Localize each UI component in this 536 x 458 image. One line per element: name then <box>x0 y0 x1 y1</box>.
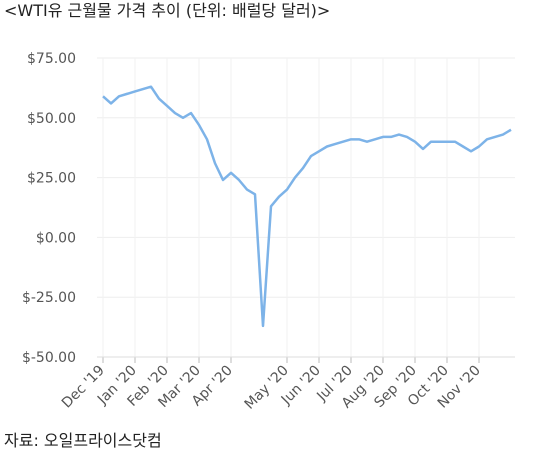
y-tick-label: $-50.00 <box>22 350 76 366</box>
chart-title: <WTI유 근월물 가격 추이 (단위: 배럴당 달러)> <box>4 1 330 20</box>
y-tick-label: $-25.00 <box>22 290 76 306</box>
line <box>102 85 512 328</box>
source: 자료: 오일프라이스닷컴 <box>4 431 162 450</box>
y-tick-label: $50.00 <box>27 111 76 127</box>
y-tick-label: $75.00 <box>27 51 76 67</box>
y-tick-label: $25.00 <box>27 171 76 187</box>
x-tick-label: May '20 <box>242 363 292 413</box>
y-tick-label: $0.00 <box>36 230 76 246</box>
x-tick-label: Dec '19 <box>59 363 108 412</box>
